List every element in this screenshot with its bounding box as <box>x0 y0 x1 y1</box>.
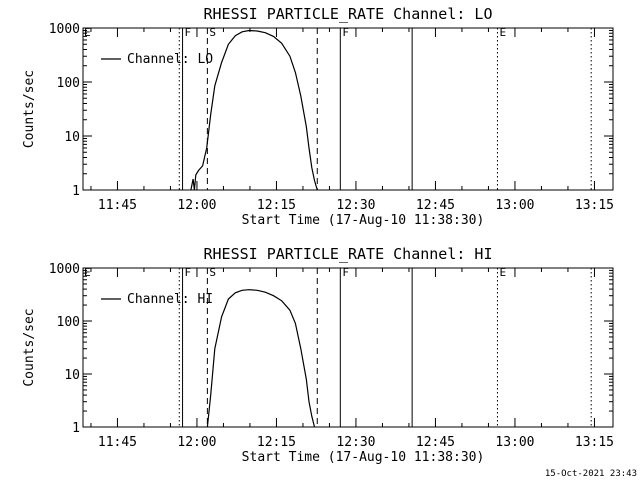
event-marker-label: F <box>185 266 192 279</box>
y-tick-label-hi: 1000 <box>49 262 80 277</box>
event-marker-label: F <box>342 26 349 39</box>
y-tick-label-lo: 1 <box>72 184 80 199</box>
chart-title-lo: RHESSI PARTICLE_RATE Channel: LO <box>204 5 493 23</box>
series-line-lo <box>190 29 318 191</box>
x-tick-label-lo: 12:00 <box>177 198 216 213</box>
legend-label-lo: Channel: LO <box>127 52 213 67</box>
legend-label-hi: Channel: HI <box>127 292 213 307</box>
event-marker-label: E <box>499 266 506 279</box>
x-axis-label-lo: Start Time (17-Aug-10 11:38:30) <box>242 213 485 228</box>
footer-timestamp: 15-Oct-2021 23:43 <box>545 469 637 479</box>
event-marker-label: S <box>209 26 216 39</box>
x-tick-label-lo: 11:45 <box>98 198 137 213</box>
x-tick-label-hi: 11:45 <box>98 435 137 450</box>
x-tick-label-lo: 12:45 <box>416 198 455 213</box>
plot-frame-lo <box>82 27 614 191</box>
y-tick-label-hi: 100 <box>57 315 80 330</box>
y-tick-label-lo: 10 <box>64 130 80 145</box>
event-marker-label: F <box>185 26 192 39</box>
x-tick-label-hi: 12:15 <box>257 435 296 450</box>
corner-marker-label: E <box>84 266 91 279</box>
y-tick-label-lo: 100 <box>57 76 80 91</box>
series-line-hi <box>206 289 316 428</box>
event-marker-label: E <box>499 26 506 39</box>
x-tick-label-hi: 12:45 <box>416 435 455 450</box>
x-tick-label-hi: 12:30 <box>336 435 375 450</box>
corner-marker-label: E <box>84 26 91 39</box>
plot-frame-hi <box>82 267 614 428</box>
x-tick-label-hi: 12:00 <box>177 435 216 450</box>
event-marker-label: F <box>342 266 349 279</box>
y-tick-label-lo: 1000 <box>49 22 80 37</box>
x-tick-label-lo: 13:00 <box>495 198 534 213</box>
y-tick-label-hi: 1 <box>72 421 80 436</box>
x-tick-label-lo: 12:15 <box>257 198 296 213</box>
y-axis-label-hi: Counts/sec <box>22 308 37 386</box>
x-tick-label-lo: 13:15 <box>575 198 614 213</box>
x-tick-label-hi: 13:15 <box>575 435 614 450</box>
event-marker-label: S <box>209 266 216 279</box>
y-tick-label-hi: 10 <box>64 368 80 383</box>
x-tick-label-lo: 12:30 <box>336 198 375 213</box>
x-axis-label-hi: Start Time (17-Aug-10 11:38:30) <box>242 450 485 465</box>
y-axis-label-lo: Counts/sec <box>22 70 37 148</box>
chart-title-hi: RHESSI PARTICLE_RATE Channel: HI <box>204 245 493 263</box>
x-tick-label-hi: 13:00 <box>495 435 534 450</box>
